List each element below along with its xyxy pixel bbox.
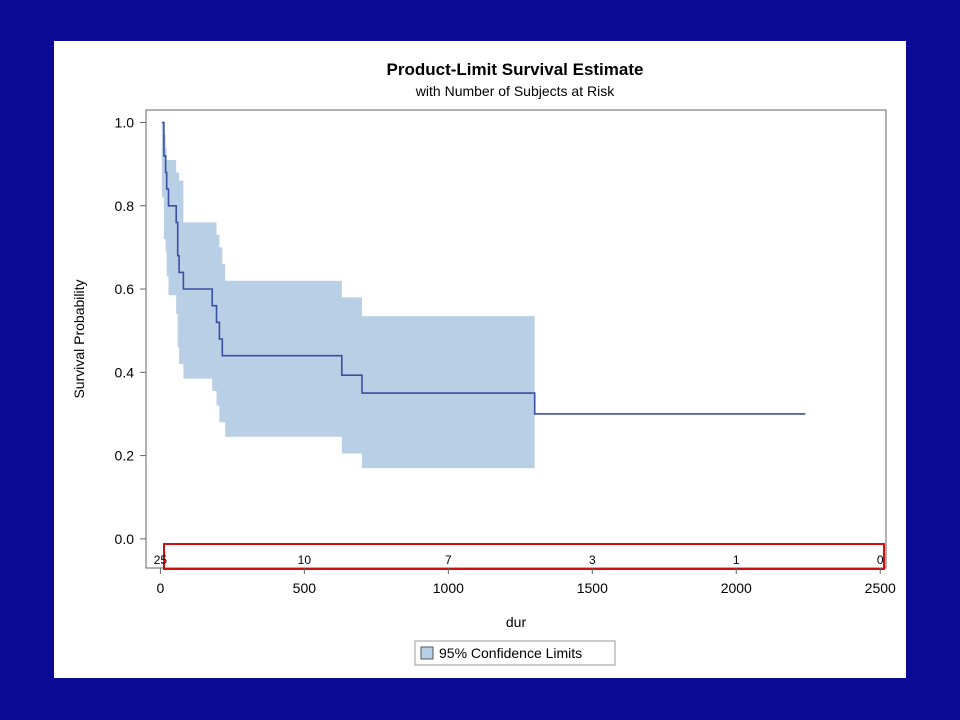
survival-curve-line: [161, 121, 806, 415]
at-risk-table: 25 10 7 3 1 0: [154, 543, 885, 570]
legend-label: 95% Confidence Limits: [439, 645, 582, 661]
at-risk-count: 10: [298, 553, 312, 567]
legend: 95% Confidence Limits: [414, 640, 616, 666]
x-axis-label: dur: [506, 614, 527, 630]
x-axis: 0 500 1000 1500 2000 2500: [156, 568, 896, 596]
chart-subtitle: with Number of Subjects at Risk: [415, 83, 615, 99]
x-tick-label: 500: [293, 580, 317, 596]
at-risk-count: 7: [445, 553, 452, 567]
legend-swatch: [420, 646, 434, 660]
x-tick-label: 2500: [865, 580, 896, 596]
at-risk-box: [163, 543, 885, 570]
at-risk-count: 3: [589, 553, 596, 567]
y-tick-label: 0.2: [115, 448, 135, 464]
y-tick-label: 0.4: [115, 364, 135, 380]
survival-chart: Product-Limit Survival Estimate with Num…: [71, 60, 896, 666]
y-tick-label: 0.6: [115, 281, 135, 297]
confidence-band-area: [161, 122, 535, 469]
at-risk-count: 1: [733, 553, 740, 567]
y-axis: 0.0 0.2 0.4 0.6 0.8 1.0: [115, 114, 146, 547]
chart-panel: Product-Limit Survival Estimate with Num…: [54, 41, 906, 678]
at-risk-count: 25: [154, 553, 168, 567]
x-tick-label: 1000: [433, 580, 464, 596]
x-tick-label: 2000: [721, 580, 752, 596]
confidence-band: [161, 122, 535, 469]
y-tick-label: 0.0: [115, 531, 135, 547]
chart-title: Product-Limit Survival Estimate: [387, 60, 644, 79]
legend-frame: [414, 640, 616, 666]
x-tick-label: 0: [156, 580, 164, 596]
survival-curve: [161, 121, 806, 415]
y-axis-label: Survival Probability: [71, 279, 87, 398]
x-tick-label: 1500: [577, 580, 608, 596]
y-tick-label: 1.0: [115, 114, 135, 130]
y-tick-label: 0.8: [115, 198, 135, 214]
at-risk-count: 0: [877, 553, 884, 567]
